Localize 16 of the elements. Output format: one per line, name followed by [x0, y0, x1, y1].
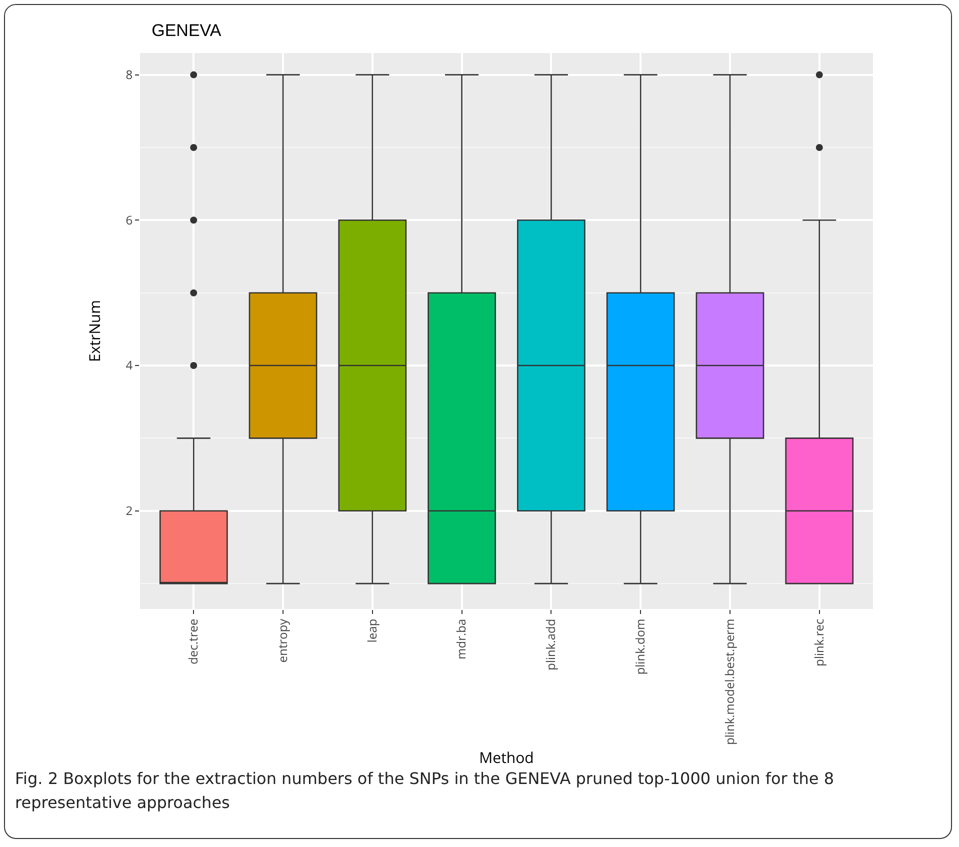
- x-axis-title: Method: [479, 748, 534, 768]
- x-tick-label: leap: [363, 618, 380, 643]
- chart-title: GENEVA: [152, 21, 222, 40]
- y-tick-label: 2: [126, 502, 133, 520]
- x-tick-label: mdr.ba: [452, 618, 470, 660]
- y-axis-title: ExtrNum: [85, 300, 105, 362]
- x-tick-label: dec.tree: [184, 618, 202, 664]
- caption: Fig. 2 Boxplots for the extraction numbers of the SNPs in the GENEVA pruned top-1000 union for the 8 representative approaches: [15, 768, 835, 814]
- y-tick-label: 4: [126, 356, 133, 374]
- x-tick-label: plink.model.best.perm: [720, 618, 738, 745]
- y-tick-label: 6: [126, 211, 133, 228]
- x-tick-label: plink.rec: [810, 618, 828, 666]
- x-tick-label: plink.add: [542, 618, 560, 670]
- x-tick-label: plink.dom: [631, 618, 648, 675]
- x-tick-label: entropy: [274, 618, 291, 663]
- y-tick-label: 8: [126, 66, 133, 83]
